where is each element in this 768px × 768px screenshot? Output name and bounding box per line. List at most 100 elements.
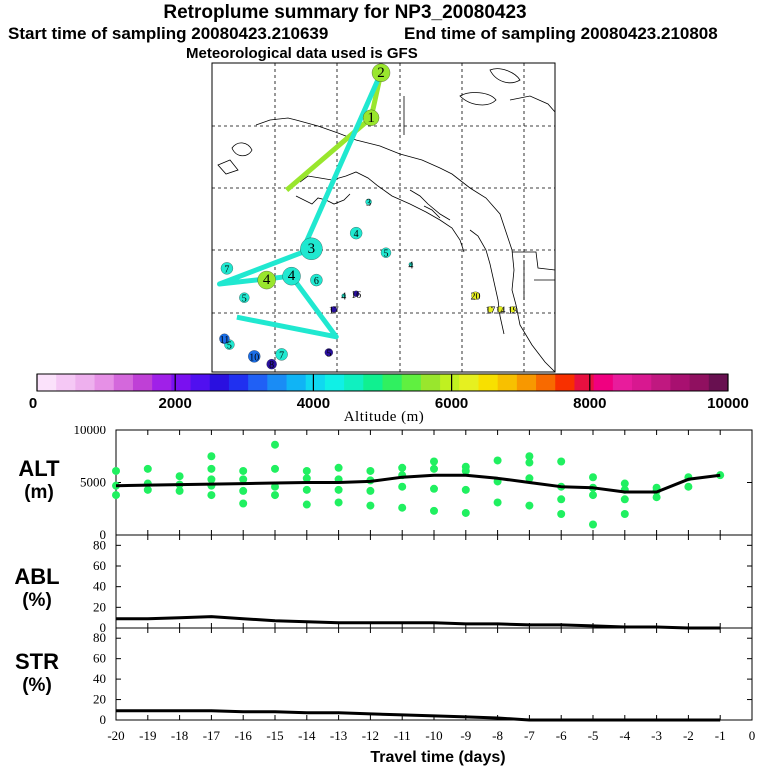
altitude-sample-point [334,463,343,472]
y-tick-label: 0 [100,620,107,635]
plume-marker [330,306,337,313]
plume-marker [282,267,301,286]
colorbar-cell [382,374,403,391]
altitude-sample-point [143,464,152,473]
altitude-sample-point [271,440,279,449]
panel-frame [115,627,753,721]
str-label: STR (%) [12,650,62,698]
altitude-sample-point [239,499,248,508]
plume-line [217,71,384,340]
plume-marker [362,109,380,126]
x-tick-label: -18 [171,728,188,743]
altitude-sample-point [271,491,279,500]
plume-marker-label: 17 [485,305,495,316]
plume-marker [365,198,372,206]
plume-marker [408,262,413,267]
altitude-sample-point [398,482,407,491]
plume-marker [471,291,480,300]
plume-marker-label: 20 [470,292,480,303]
plume-marker [341,293,346,298]
altitude-sample-point [525,474,534,483]
y-tick-label: 60 [93,558,106,573]
x-tick-label: -5 [588,728,599,743]
y-tick-label: 40 [93,579,106,594]
x-tick-label: -19 [139,728,156,743]
colorbar-cell [574,374,595,391]
x-tick-label: -9 [460,728,471,743]
colorbar-cell [651,374,671,391]
plume-marker-label: 11 [220,335,230,346]
x-tick-label: 0 [749,728,756,743]
colorbar-cell [132,374,153,391]
x-tick-label: -4 [619,728,630,743]
plume-marker-label: 4 [263,272,271,288]
plume-marker [266,359,277,370]
colorbar-cell [37,374,57,391]
series-line-str [116,709,721,722]
altitude-sample-point [557,495,566,504]
plume-marker-label: 5 [242,294,247,305]
x-tick-label: -6 [556,728,567,743]
colorbar-cell [459,374,479,391]
altitude-sample-point [239,475,248,484]
plume-marker-label: 4 [354,229,359,240]
y-tick-label: 20 [93,692,106,707]
plume-marker-label: 5 [326,348,331,359]
abl-label: ABL (%) [12,565,62,613]
plume-marker-label: 4 [288,268,296,284]
altitude-sample-point [271,482,279,491]
altitude-sample-point [112,466,120,475]
colorbar-cell [75,374,96,391]
colorbar-cell [113,374,134,391]
colorbar-cell [324,374,345,391]
plume-marker [219,333,230,344]
altitude-sample-point [684,482,693,491]
plume-marker-label: 3 [308,241,316,257]
plume-marker-label: 6 [314,276,319,287]
altitude-sample-point [652,493,661,502]
altitude-sample-point [175,472,184,481]
colorbar-tick-label: 2000 [159,395,192,410]
altitude-sample-point [589,491,597,500]
altitude-sample-point [461,508,470,517]
altitude-sample-point [334,485,343,494]
altitude-sample-point [302,466,311,475]
colorbar-cell [593,374,614,391]
coastline [217,68,556,373]
x-tick-label: -11 [394,728,411,743]
header: Retroplume summary for NP3_20080423 Star… [0,0,768,64]
altitude-sample-point [207,491,216,500]
altitude-sample-point [271,464,279,473]
altitude-sample-point [430,464,438,473]
altitude-sample-point [716,471,725,480]
plume-marker [353,290,360,297]
plume-marker-label: 7 [224,264,229,275]
plume-marker-label: 14 [495,305,505,316]
y-tick-label: 10000 [74,426,107,437]
altitude-sample-point [493,456,502,465]
colorbar-cell [536,374,556,391]
colorbar-cell [228,374,249,391]
plume-marker [310,273,323,287]
colorbar-cell [94,374,115,391]
colorbar-cell [497,374,518,391]
colorbar-cell [478,374,499,391]
altitude-sample-point [430,457,438,466]
plume-marker-label: 7 [279,350,284,361]
plume-marker-label: 1 [367,110,375,126]
colorbar-cell [420,374,441,391]
x-axis-label: Travel time (days) [370,749,506,766]
colorbar-cell [363,374,383,391]
plume-marker-label: 16 [351,290,361,301]
altitude-sample-point [302,500,311,509]
y-tick-label: 5000 [80,475,106,490]
plume-marker-label: 4 [341,292,346,303]
x-axis: -20 -19 -18 -17 -16 -15 -14 -13 -12 -11 -10 -9 -8 -7-… [107,728,755,743]
altitude-sample-point [589,473,597,482]
plume-marker-label: 17 [329,305,339,316]
y-tick-label: 0 [100,527,107,542]
plume-marker [248,350,261,363]
colorbar-cell [555,374,575,391]
altitude-sample-point [589,520,597,529]
